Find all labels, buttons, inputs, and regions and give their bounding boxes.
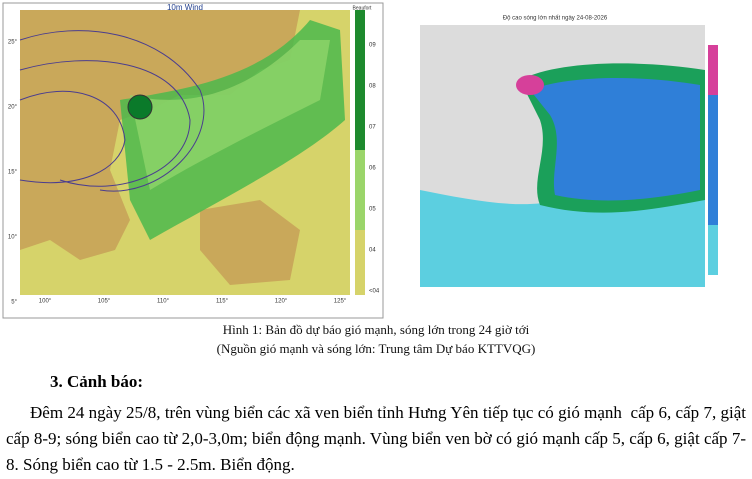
lon-label: 110°: [157, 299, 170, 305]
wind-zone: [130, 40, 330, 190]
lat-label: 5°: [11, 300, 17, 306]
scale-bar: [355, 230, 365, 295]
scale-tick: 05: [369, 207, 376, 213]
land: [200, 200, 300, 285]
lat-label: 20°: [8, 105, 18, 111]
scale-bar: [708, 225, 718, 275]
map-title: 10m Wind: [167, 3, 203, 12]
section-body: Đêm 24 ngày 25/8, trên vùng biển các xã …: [6, 403, 751, 474]
caption: Hình 1: Bản đồ dự báo gió mạnh, sóng lớn…: [222, 322, 530, 337]
scale-bar: [708, 45, 718, 95]
wave-zone: [530, 78, 700, 201]
lon-label: 125°: [334, 299, 347, 305]
map-title: Độ cao sóng lớn nhất ngày 24-08-2026: [503, 16, 608, 22]
lon-label: 105°: [98, 299, 111, 305]
scale-label: Beaufort: [353, 5, 373, 11]
lat-label: 10°: [8, 235, 18, 241]
lat-label: 15°: [8, 170, 18, 176]
lon-label: 100°: [39, 299, 52, 305]
scale-tick: 08: [369, 84, 376, 90]
isobars: [19, 30, 205, 192]
scale-bar: [708, 45, 718, 275]
scale-tick: <04: [369, 289, 380, 295]
lon-label: 120°: [275, 299, 288, 305]
caption: (Nguồn gió mạnh và sóng lớn: Trung tâm D…: [216, 341, 536, 356]
wave-peak: [516, 75, 544, 95]
scale-tick: 09: [369, 43, 376, 49]
storm-center: [127, 94, 153, 120]
scale-tick: 06: [369, 166, 376, 172]
section-heading: 3. Cảnh báo:: [50, 372, 144, 391]
scale-tick: 07: [369, 125, 376, 131]
land: [20, 10, 300, 260]
lon-label: 115°: [216, 299, 229, 305]
scale-tick: 04: [369, 248, 376, 254]
lat-label: 25°: [8, 40, 18, 46]
figure: 10m Wind Beaufort Độ cao sóng lớn nhất n…: [2, 2, 718, 319]
scale-bar: [355, 150, 365, 230]
